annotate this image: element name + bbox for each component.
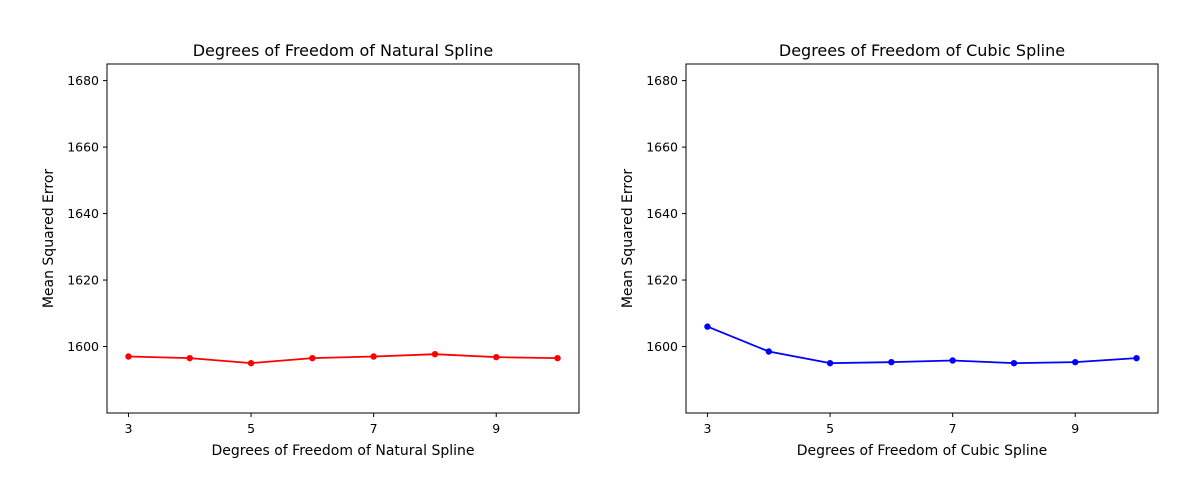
x-axis-label: Degrees of Freedom of Cubic Spline xyxy=(797,443,1047,459)
y-tick-label: 1660 xyxy=(67,140,99,155)
data-point xyxy=(431,350,439,358)
y-tick-label: 1660 xyxy=(646,140,678,155)
chart-title: Degrees of Freedom of Natural Spline xyxy=(193,41,494,60)
y-tick-label: 1640 xyxy=(67,206,99,221)
x-tick-label: 9 xyxy=(1071,421,1079,436)
x-tick-label: 3 xyxy=(703,421,711,436)
data-point xyxy=(247,359,255,367)
data-point xyxy=(554,354,561,362)
data-point xyxy=(493,353,500,361)
y-axis-label: Mean Squared Error xyxy=(620,169,636,309)
data-point xyxy=(888,358,895,366)
ticks: 3 5 7 9 1600 1620 1640 1660 1680 xyxy=(67,73,500,436)
data-point xyxy=(1072,358,1079,366)
y-axis-label: Mean Squared Error xyxy=(41,169,57,309)
x-tick-label: 3 xyxy=(124,421,132,436)
y-tick-label: 1600 xyxy=(646,339,678,354)
data-point xyxy=(370,353,377,360)
data-point xyxy=(826,359,834,367)
data-point xyxy=(186,354,193,362)
series xyxy=(125,350,561,367)
y-tick-label: 1680 xyxy=(646,73,678,88)
plot-frame xyxy=(106,63,580,414)
natural-spline-chart: Degrees of Freedom of Natural Spline Deg… xyxy=(41,41,580,459)
x-tick-label: 5 xyxy=(247,421,255,436)
series-line xyxy=(128,353,558,365)
data-point xyxy=(949,357,956,364)
plot-frame xyxy=(685,63,1159,414)
data-point xyxy=(1133,354,1140,362)
chart-title: Degrees of Freedom of Cubic Spline xyxy=(779,41,1065,60)
y-tick-label: 1620 xyxy=(67,273,99,288)
x-tick-label: 5 xyxy=(826,421,834,436)
data-point xyxy=(309,354,316,362)
data-point xyxy=(765,348,772,355)
x-axis-label: Degrees of Freedom of Natural Spline xyxy=(212,443,475,459)
y-tick-label: 1620 xyxy=(646,273,678,288)
y-tick-label: 1640 xyxy=(646,206,678,221)
y-tick-label: 1680 xyxy=(67,73,99,88)
x-tick-label: 7 xyxy=(949,421,957,436)
series xyxy=(704,323,1140,367)
cubic-spline-chart: Degrees of Freedom of Cubic Spline Degre… xyxy=(620,41,1159,459)
x-tick-label: 9 xyxy=(492,421,500,436)
series-line xyxy=(707,325,1137,365)
data-point xyxy=(125,353,132,360)
data-point xyxy=(1010,359,1018,367)
x-tick-label: 7 xyxy=(370,421,378,436)
data-point xyxy=(704,323,711,330)
y-tick-label: 1600 xyxy=(67,339,99,354)
ticks: 3 5 7 9 1600 1620 1640 1660 1680 xyxy=(646,73,1079,436)
